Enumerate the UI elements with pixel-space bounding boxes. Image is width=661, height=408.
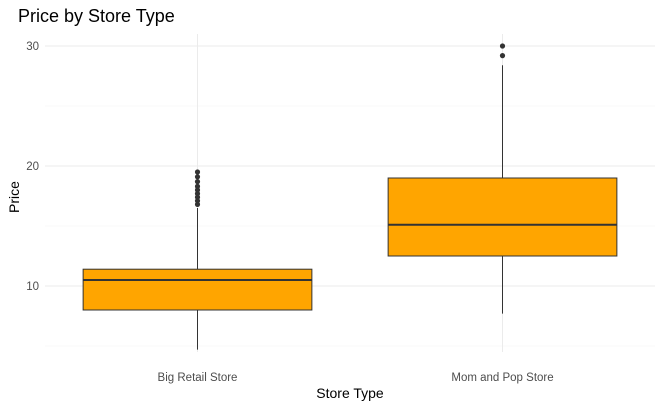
box-group	[387, 43, 618, 314]
y-axis-title: Price	[6, 181, 22, 213]
outlier-point	[499, 43, 506, 49]
outlier-point	[194, 187, 201, 193]
x-tick-label: Mom and Pop Store	[451, 372, 553, 384]
y-tick-label: 10	[26, 281, 39, 293]
outlier-point	[194, 191, 201, 197]
outlier-point	[499, 53, 506, 59]
box-iqr	[82, 268, 313, 311]
x-tick-label: Big Retail Store	[158, 372, 238, 384]
outlier-point	[194, 183, 201, 189]
box-iqr	[387, 177, 618, 257]
outlier-point	[194, 194, 201, 200]
outlier-point	[194, 201, 201, 207]
y-tick-label: 20	[26, 161, 39, 173]
box-group	[82, 169, 313, 350]
chart-title: Price by Store Type	[18, 6, 175, 26]
y-tick-label: 30	[26, 41, 39, 53]
outlier-point	[194, 174, 201, 180]
x-axis-title: Store Type	[316, 385, 384, 401]
outlier-point	[194, 169, 201, 175]
outlier-point	[194, 198, 201, 204]
outlier-point	[194, 179, 201, 185]
axis-tick-labels: 10 20 30 Big Retail Store Mom and Pop Store	[26, 41, 553, 384]
box-plot-series	[82, 43, 618, 350]
